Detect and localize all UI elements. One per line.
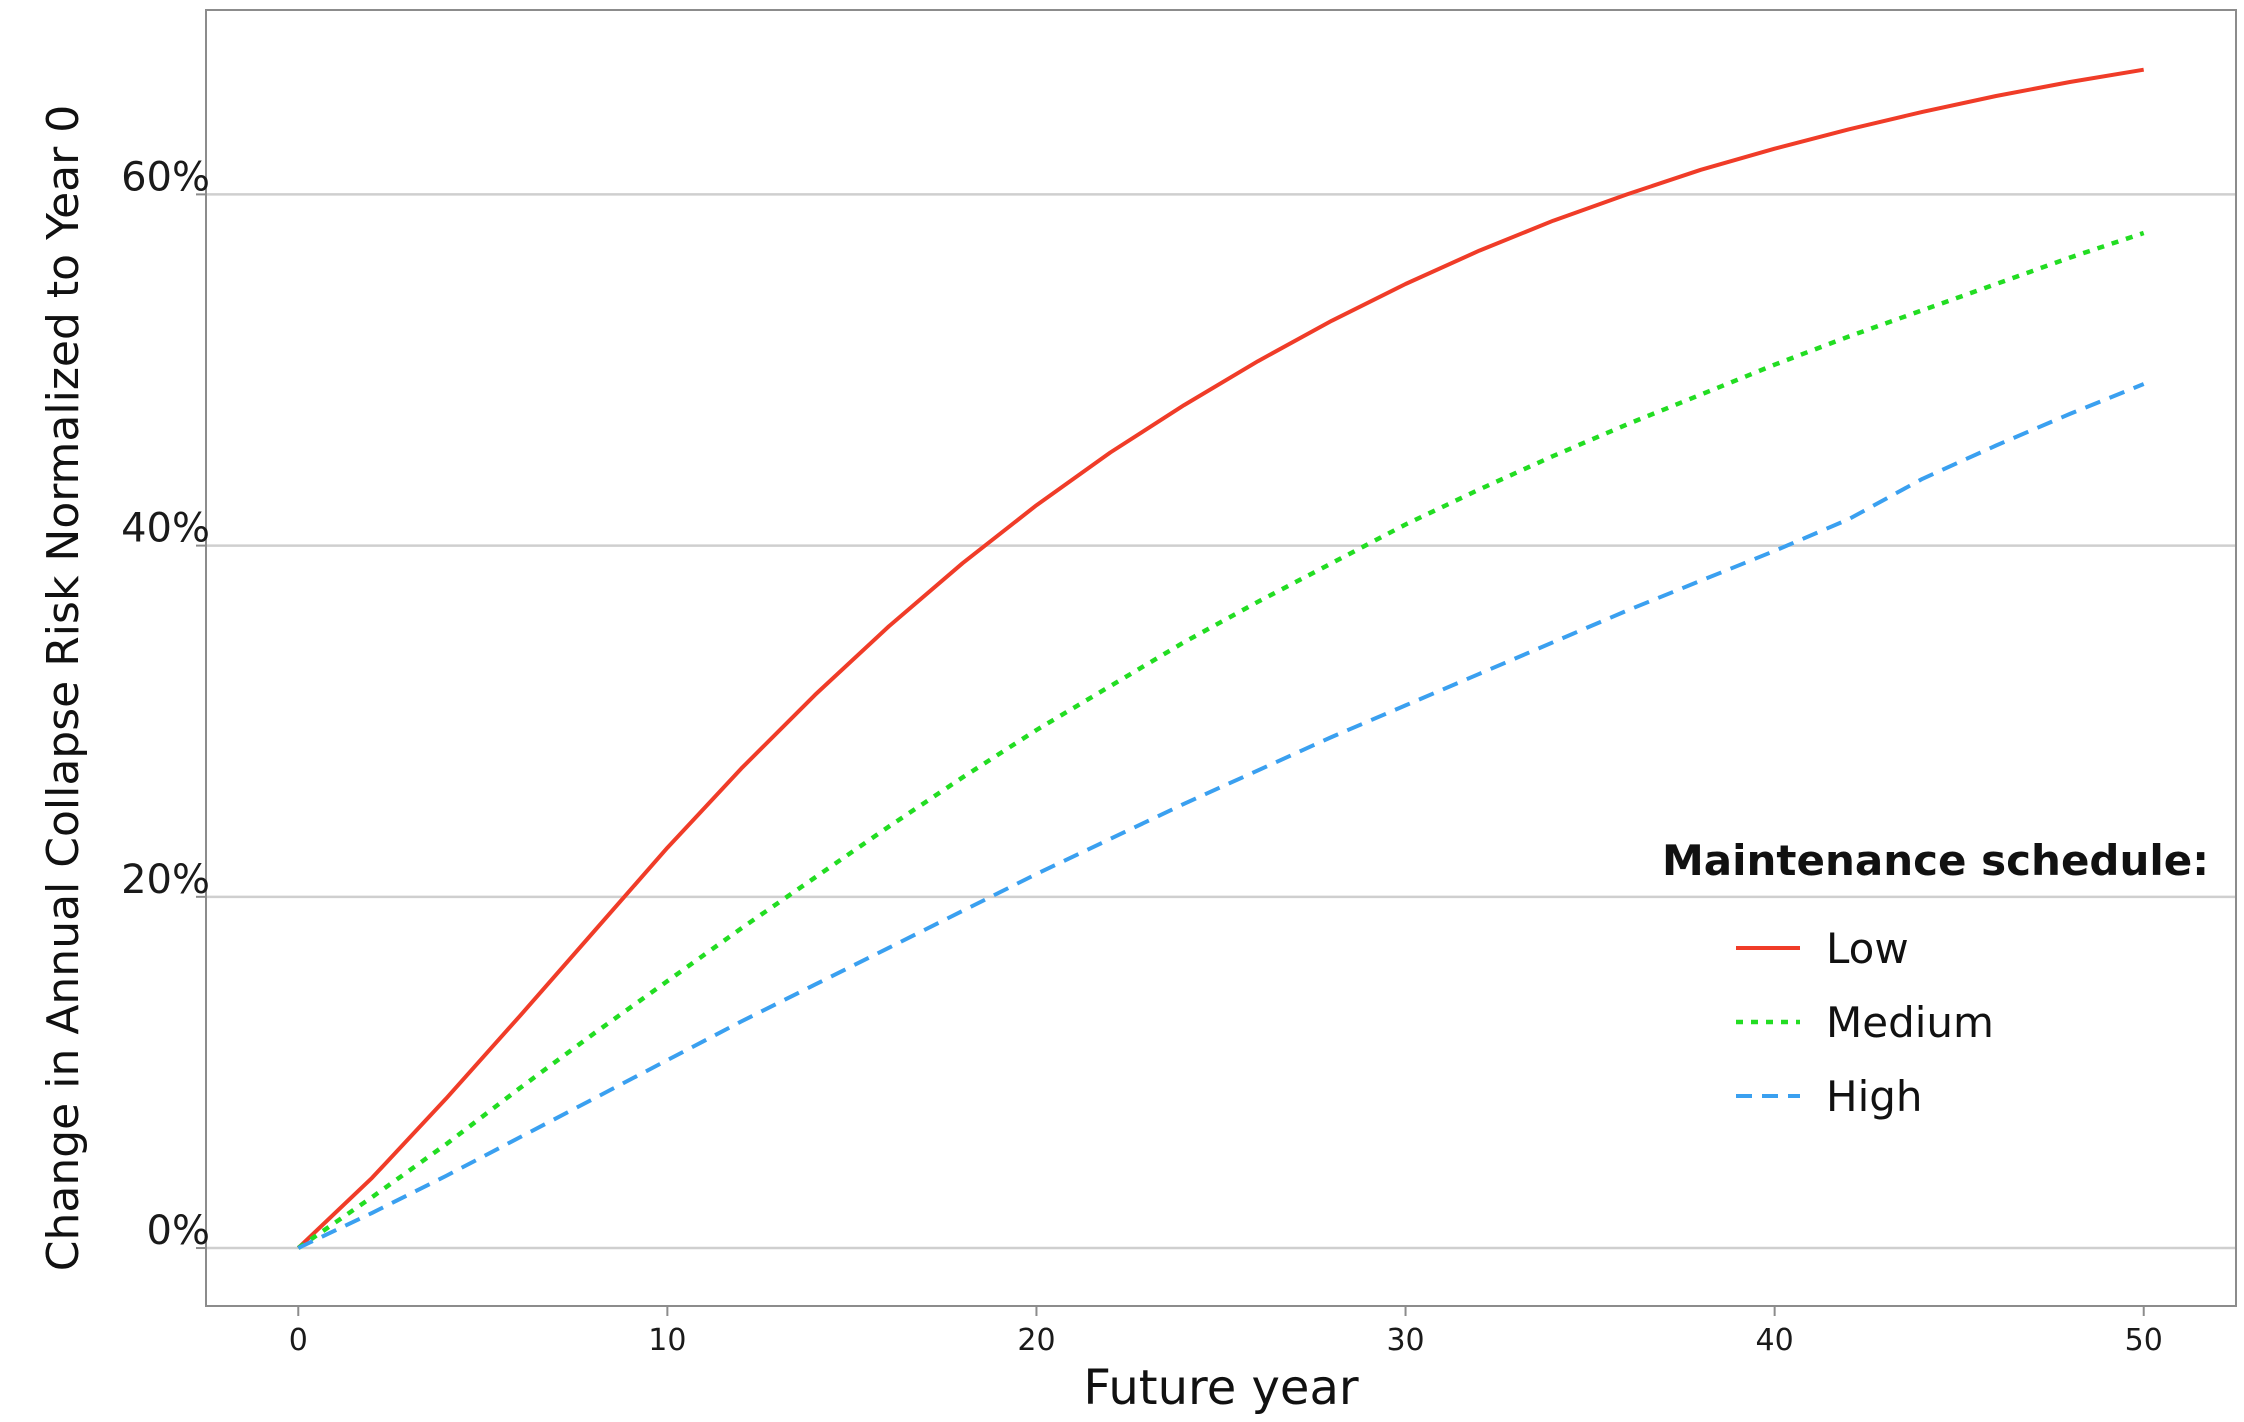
x-axis-ticks: 0 10 20 30 40 50 [289,1306,2163,1358]
series-lines [296,67,2145,1250]
plot-panel-border [205,9,2237,1307]
legend-title: Maintenance schedule: [1662,836,2209,885]
y-axis-title: Change in Annual Collapse Risk Normalize… [38,105,89,1271]
x-tick-label: 0 [289,1323,308,1358]
x-tick-label: 10 [648,1323,686,1358]
x-axis-title: Future year [1083,1360,1358,1416]
series-line-high [297,382,2145,1250]
y-tick-label: 20% [121,857,210,903]
series-line-medium [297,230,2145,1250]
gridlines [206,193,2236,1250]
legend: Maintenance schedule: Low Medium High [1662,836,2209,1121]
y-tick-label: 40% [121,506,210,552]
y-tick-label: 0% [147,1208,210,1254]
x-tick-label: 50 [2125,1323,2163,1358]
x-tick-label: 40 [1756,1323,1794,1358]
y-axis-ticks: 0% 20% 40% 60% [121,154,210,1254]
x-tick-label: 30 [1386,1323,1424,1358]
legend-label-high: High [1826,1072,1923,1121]
x-tick-label: 20 [1017,1323,1055,1358]
y-tick-label: 60% [121,154,210,200]
legend-label-low: Low [1826,924,1909,973]
series-line-low [296,67,2145,1250]
legend-label-medium: Medium [1826,998,1994,1047]
